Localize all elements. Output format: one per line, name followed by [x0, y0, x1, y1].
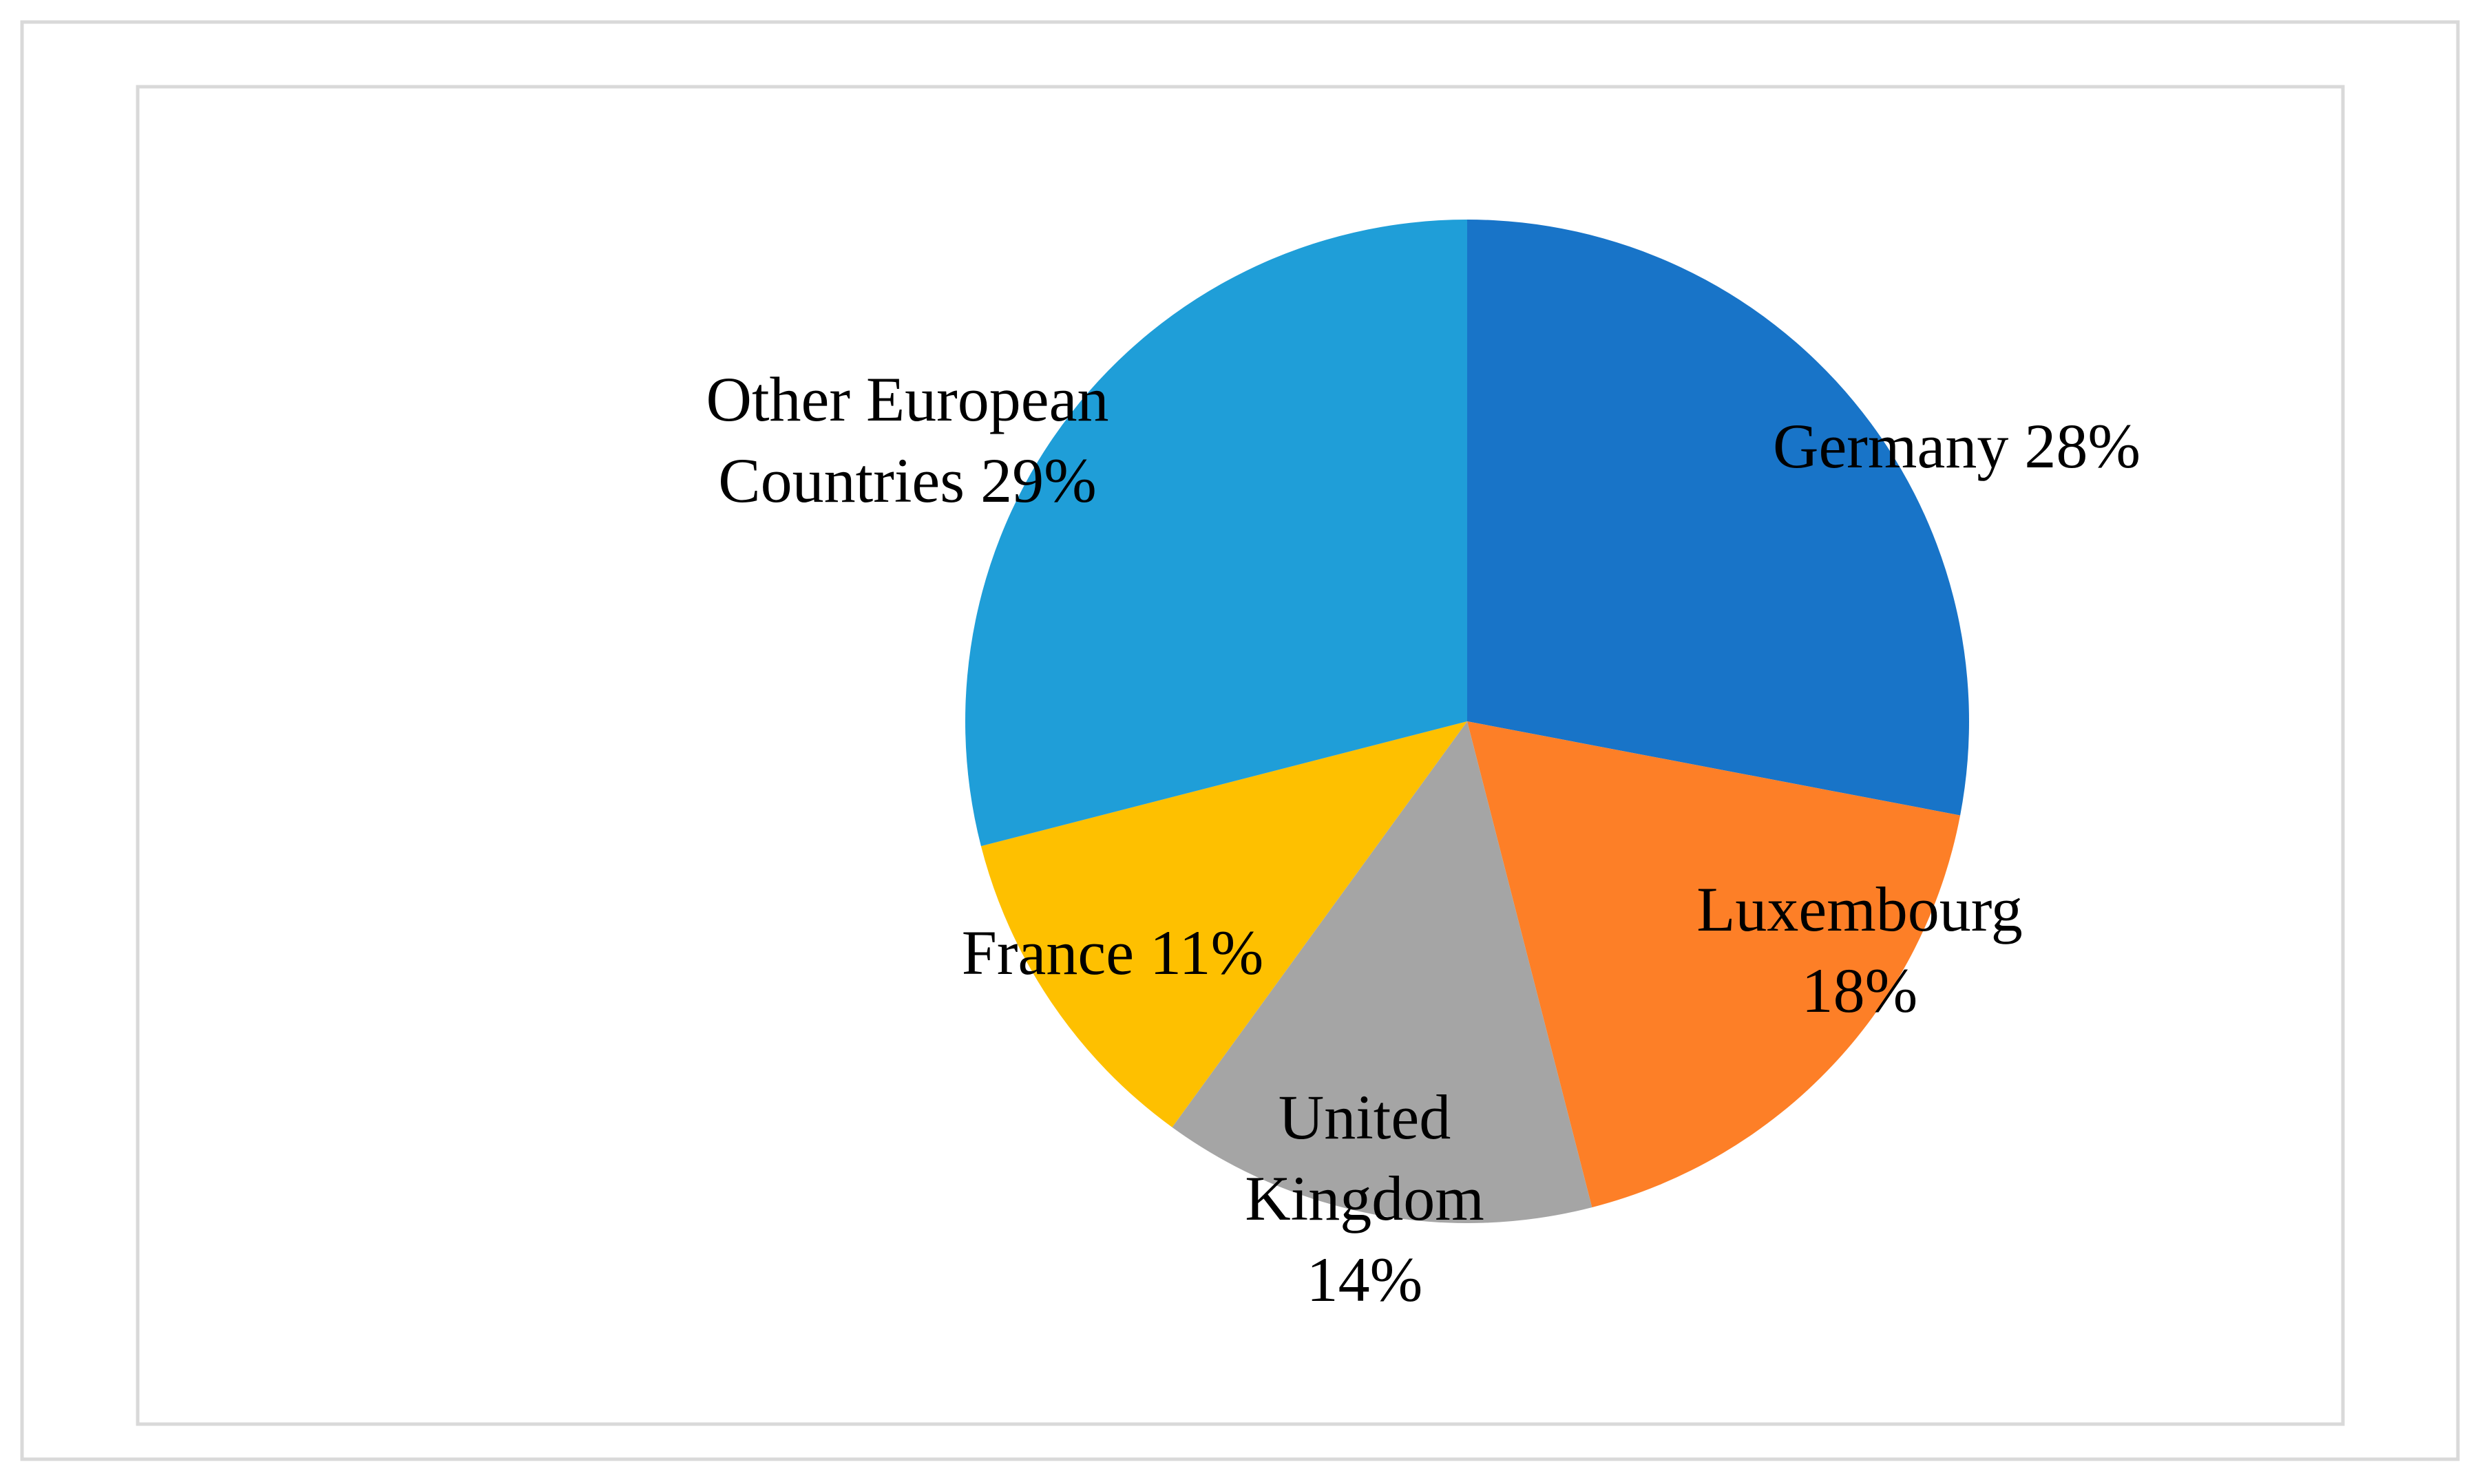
category-label: Germany: [1773, 411, 2009, 481]
slice-label: Germany 28%: [1716, 405, 2198, 487]
pie-slice: [980, 721, 1467, 1127]
plot-border: [136, 85, 2345, 1426]
value-label: 29%: [980, 445, 1097, 516]
value-label: 28%: [2024, 411, 2141, 481]
value-label: 11%: [1150, 918, 1264, 988]
outer-border: [20, 20, 2460, 1461]
category-label: Luxembourg: [1696, 874, 2023, 944]
value-label: 18%: [1801, 955, 1918, 1026]
category-label: France: [961, 918, 1135, 988]
pie-slice: [1467, 220, 1969, 816]
category-label: Other European Countries: [706, 364, 1109, 516]
category-label: United Kingdom: [1245, 1082, 1484, 1233]
pie-slice: [1172, 721, 1592, 1223]
slice-label: France 11%: [872, 912, 1354, 993]
slice-label: United Kingdom 14%: [1220, 1077, 1509, 1320]
slice-label: Other European Countries 29%: [673, 359, 1142, 521]
slice-label: Luxembourg 18%: [1667, 869, 2052, 1031]
pie-slice: [1467, 721, 1961, 1208]
pie: [965, 220, 1969, 1223]
pie-slice: [965, 220, 1467, 847]
value-label: 14%: [1306, 1244, 1423, 1315]
